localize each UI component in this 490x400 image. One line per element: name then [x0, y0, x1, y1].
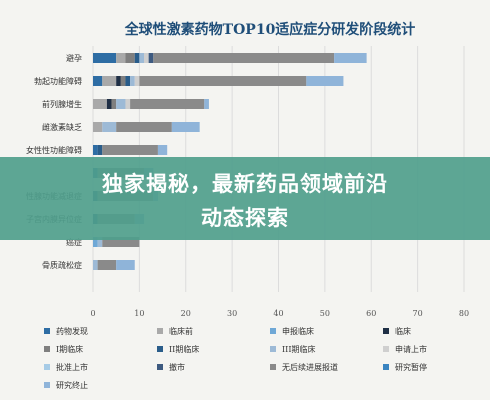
legend-label: 批准上市	[56, 362, 88, 372]
x-tick-label: 40	[273, 309, 283, 318]
bar-segment	[102, 122, 117, 132]
bar-segment	[93, 99, 107, 109]
bar-segment	[306, 76, 344, 86]
legend-swatch	[383, 364, 389, 370]
bar-segment	[93, 53, 117, 63]
legend-label: 研究暂停	[395, 362, 427, 372]
bar-segment	[171, 122, 200, 132]
bar-segment	[134, 53, 140, 63]
bar-segment	[102, 76, 117, 86]
bar-segment	[125, 76, 131, 86]
bar-segment	[139, 53, 145, 63]
bar-segment	[102, 145, 158, 155]
bar-segment	[130, 76, 135, 86]
legend-label: II期临床	[169, 344, 199, 354]
legend-swatch	[44, 328, 50, 334]
bar-segment	[204, 99, 209, 109]
legend-swatch	[157, 364, 163, 370]
category-label: 女性性功能障碍	[26, 145, 82, 155]
bar-segment	[116, 99, 126, 109]
bar-segment	[153, 53, 335, 63]
bar-segment	[116, 122, 172, 132]
category-label: 雌激素缺乏	[42, 122, 82, 132]
legend-swatch	[157, 328, 163, 334]
legend-label: 临床前	[169, 326, 193, 336]
banner-headline-line2: 动态探索	[201, 206, 289, 230]
bar-segment	[116, 260, 135, 270]
bar-segment	[93, 237, 98, 247]
bar-segment	[139, 76, 307, 86]
legend-swatch	[44, 382, 50, 388]
legend-label: 研究终止	[56, 380, 88, 390]
bar-segment	[120, 76, 126, 86]
bar-segment	[93, 122, 103, 132]
x-tick-label: 70	[413, 309, 423, 318]
legend-swatch	[270, 364, 276, 370]
chart-title: 全球性激素药物TOP10适应症分研发阶段统计	[124, 21, 416, 38]
bar-segment	[102, 237, 140, 247]
x-tick-labels: 0 10 20 30 40 50 60 70 80	[90, 309, 469, 318]
legend-label: 临床	[395, 326, 411, 336]
legend-swatch	[383, 328, 389, 334]
bar-segment	[125, 53, 135, 63]
legend-swatch	[44, 346, 50, 352]
legend-label: III期临床	[282, 344, 315, 354]
bar-segment	[97, 237, 103, 247]
x-tick-label: 10	[134, 309, 144, 318]
legend-label: 药物发现	[56, 326, 88, 336]
x-tick-label: 50	[320, 309, 330, 318]
bar-segment	[334, 53, 367, 63]
legend-swatch	[270, 328, 276, 334]
legend-label: I期临床	[56, 344, 83, 354]
legend-swatch	[157, 346, 163, 352]
legend-label: 申报临床	[282, 326, 314, 336]
x-tick-label: 60	[366, 309, 376, 318]
category-label: 勃起功能障碍	[34, 76, 82, 86]
bar-segment	[144, 53, 149, 63]
bar-segment	[93, 145, 98, 155]
bar-segment	[116, 76, 121, 86]
legend-swatch	[44, 364, 50, 370]
bar-segment	[93, 76, 103, 86]
banner-headline-line1: 独家揭秘，最新药品领域前沿	[102, 172, 388, 196]
bar-segment	[111, 99, 117, 109]
legend-swatch	[383, 346, 389, 352]
bar-segment	[148, 53, 154, 63]
bar-segment	[106, 99, 112, 109]
category-label: 癌症	[66, 237, 82, 247]
x-tick-label: 80	[459, 309, 469, 318]
x-tick-label: 30	[227, 309, 237, 318]
bar-segment	[93, 260, 98, 270]
bar-segment	[116, 53, 126, 63]
category-label: 前列腺增生	[42, 99, 82, 109]
bar-segment	[97, 145, 103, 155]
legend-label: 无后续进展报道	[282, 362, 338, 372]
bar-segment	[97, 260, 117, 270]
category-label: 避孕	[66, 53, 82, 63]
headline-banner: 独家揭秘，最新药品领域前沿 动态探索	[0, 157, 490, 240]
legend-label: 撤市	[169, 362, 185, 372]
bar-segment	[130, 99, 205, 109]
category-label: 骨质疏松症	[42, 260, 82, 270]
x-tick-label: 0	[90, 309, 95, 318]
bar-segment	[157, 145, 168, 155]
legend-swatch	[270, 346, 276, 352]
bar-segment	[125, 99, 131, 109]
legend-label: 申请上市	[395, 344, 427, 354]
x-tick-label: 20	[181, 309, 191, 318]
bar-segment	[134, 76, 140, 86]
